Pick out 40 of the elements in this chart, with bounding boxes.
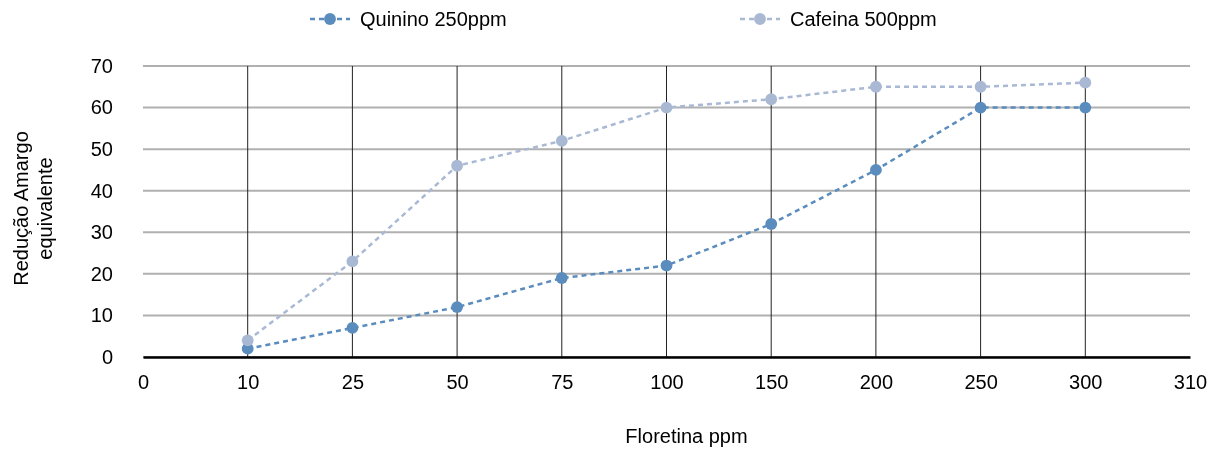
- y-tick-label: 0: [101, 345, 113, 368]
- y-tick-label: 20: [90, 262, 113, 285]
- legend-label: Quinino 250ppm: [360, 8, 507, 30]
- x-tick-label: 25: [341, 371, 365, 394]
- y-tick-label: 40: [90, 179, 113, 202]
- point: [765, 218, 778, 230]
- point: [451, 159, 464, 172]
- y-tick-label: 60: [90, 96, 113, 119]
- y-axis-title: Redução Amargo equivalente: [10, 131, 56, 286]
- point: [241, 334, 254, 347]
- legend-label: Cafeina 500ppm: [790, 8, 937, 30]
- x-tick-label: 75: [551, 371, 574, 394]
- x-tick-label: 10: [237, 371, 260, 394]
- point: [974, 80, 987, 93]
- point: [869, 164, 882, 176]
- x-tick-label: 200: [859, 371, 894, 394]
- point: [765, 93, 778, 106]
- x-tick-label: 100: [650, 371, 684, 394]
- x-tick-label: 250: [964, 371, 998, 394]
- x-tick-label: 300: [1069, 371, 1103, 394]
- point: [660, 259, 673, 272]
- point: [1079, 101, 1092, 114]
- x-tick-label: 50: [446, 371, 469, 394]
- y-tick-label: 10: [90, 304, 113, 327]
- point: [1079, 76, 1092, 89]
- point: [451, 301, 464, 314]
- point: [660, 101, 673, 114]
- point: [346, 255, 359, 268]
- y-tick-label: 30: [90, 221, 113, 244]
- y-tick-label: 50: [90, 138, 113, 161]
- point: [974, 101, 987, 114]
- x-tick-label: 150: [755, 371, 789, 394]
- point: [869, 80, 882, 93]
- point: [346, 321, 359, 334]
- x-axis-title: Floretina ppm: [625, 425, 748, 447]
- point: [555, 272, 568, 284]
- y-tick-label: 70: [90, 54, 113, 77]
- point: [555, 134, 568, 147]
- x-tick-label: 310: [1173, 371, 1208, 394]
- x-tick-label: 0: [137, 371, 150, 394]
